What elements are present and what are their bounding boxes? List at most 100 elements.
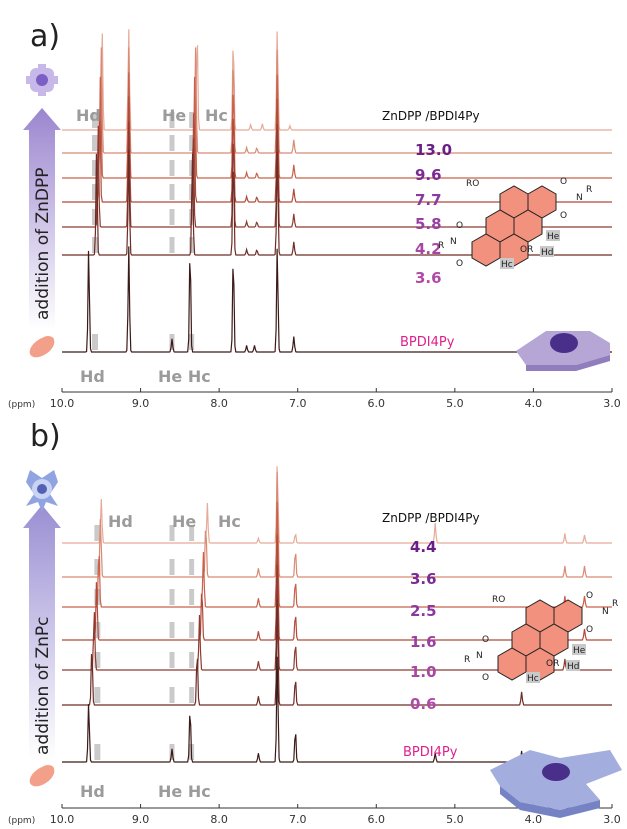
spectrum-trace — [62, 72, 612, 179]
ratio-label: 4.2 — [415, 240, 442, 258]
peak-highlight — [94, 525, 101, 541]
ratio-label: 4.4 — [410, 538, 437, 556]
x-tick-label: 10.0 — [50, 397, 75, 410]
peak-highlight — [92, 112, 98, 128]
x-tick-label: 3.0 — [603, 813, 621, 826]
peak-highlight — [94, 559, 101, 575]
bpdi4py-structure-a: RO O N R O R N O O OR He Hd Hc — [438, 177, 592, 270]
bpdi4py-structure-b: RO O N R O R N O O OR He Hd Hc — [464, 591, 618, 684]
peak-highlight — [92, 184, 98, 200]
x-tick-label: 6.0 — [368, 813, 386, 826]
svg-text:He: He — [547, 232, 560, 242]
spectrum-trace — [62, 47, 612, 154]
ratio-label: 0.6 — [410, 695, 437, 713]
hc-label-top-b: Hc — [218, 512, 241, 531]
svg-text:R: R — [612, 599, 618, 609]
svg-text:RO: RO — [492, 595, 505, 605]
peak-highlight — [189, 135, 195, 151]
x-tick-label: 10.0 — [50, 813, 75, 826]
ratio-label: 3.6 — [410, 570, 437, 588]
x-tick-label: 9.0 — [132, 813, 150, 826]
svg-text:Hc: Hc — [501, 260, 513, 270]
peak-highlight — [169, 112, 175, 128]
arrow-a-text: addition of ZnDPP — [33, 168, 53, 321]
svg-text:R: R — [586, 185, 592, 195]
peak-highlight — [189, 112, 195, 128]
compound-label: BPDI4Py — [400, 335, 455, 350]
svg-text:O: O — [586, 591, 593, 601]
ratio-label: 1.0 — [410, 663, 437, 681]
ratio-labels-b: 4.4 3.6 2.5 1.6 1.0 0.6 BPDI4Py — [403, 538, 458, 760]
spectrum-trace — [62, 466, 612, 544]
svg-text:Hd: Hd — [567, 662, 579, 672]
svg-text:OR: OR — [546, 659, 559, 669]
peak-highlight — [94, 652, 101, 668]
peak-highlight — [169, 652, 175, 668]
hehc-label-bottom-b: He Hc — [158, 782, 211, 801]
header-b: ZnDPP /BPDI4Py — [382, 511, 480, 525]
svg-text:RO: RO — [466, 179, 479, 189]
peak-highlight — [92, 135, 98, 151]
svg-text:N: N — [450, 237, 457, 247]
pdi-icon-bottom-a — [29, 336, 55, 358]
peak-highlight — [169, 525, 175, 541]
x-axis-unit-label: (ppm) — [8, 816, 35, 826]
spectrum-trace — [62, 501, 612, 608]
peak-highlight — [189, 589, 195, 605]
peak-highlight — [189, 652, 195, 668]
compound-label: BPDI4Py — [403, 745, 458, 760]
peak-highlight — [169, 209, 175, 225]
spectrum-trace — [62, 29, 612, 131]
svg-text:R: R — [464, 655, 470, 665]
porphyrin-icon-top-a — [26, 64, 58, 96]
x-tick-label: 5.0 — [446, 397, 464, 410]
x-tick-label: 6.0 — [368, 397, 386, 410]
x-tick-label: 7.0 — [289, 397, 307, 410]
svg-text:O: O — [482, 673, 489, 683]
hd-label-bottom-a: Hd — [80, 367, 105, 386]
svg-text:O: O — [456, 259, 463, 269]
peak-highlight — [92, 334, 98, 350]
he-label-top-b: He — [172, 512, 196, 531]
peak-highlight — [189, 622, 195, 638]
peak-highlight — [94, 687, 101, 703]
arrow-a — [23, 108, 61, 330]
peak-highlight — [189, 237, 195, 253]
peak-highlight — [169, 687, 175, 703]
header-a: ZnDPP /BPDI4Py — [382, 109, 480, 123]
svg-text:N: N — [602, 607, 609, 617]
he-label-top-a: He — [162, 106, 186, 125]
complex-icon-a — [516, 331, 610, 371]
peak-highlight — [92, 160, 98, 176]
complex-icon-b — [490, 750, 622, 818]
spectra-panel-a — [62, 29, 612, 353]
x-axis-a: 10.0 9.0 8.0 7.0 6.0 5.0 4.0 3.0 (ppm) — [8, 388, 621, 410]
spectrum-trace — [62, 246, 612, 353]
svg-text:He: He — [573, 646, 586, 656]
x-tick-label: 8.0 — [210, 397, 228, 410]
peak-highlight — [169, 622, 175, 638]
peak-highlight — [169, 589, 175, 605]
svg-text:O: O — [482, 635, 489, 645]
peak-highlight — [169, 135, 175, 151]
svg-text:N: N — [576, 193, 583, 203]
hc-label-top-a: Hc — [205, 106, 228, 125]
hehc-label-bottom-a: He Hc — [158, 367, 211, 386]
spectrum-trace — [62, 599, 612, 706]
x-tick-label: 5.0 — [446, 813, 464, 826]
spectrum-trace — [62, 471, 612, 578]
svg-text:O: O — [560, 177, 567, 187]
peak-highlight — [169, 160, 175, 176]
svg-text:N: N — [476, 651, 483, 661]
hd-label-bottom-b: Hd — [80, 782, 105, 801]
ratio-labels-a: 13.0 9.6 7.7 5.8 4.2 3.6 BPDI4Py — [400, 141, 455, 350]
pdi-icon-bottom-b — [29, 765, 55, 787]
ratio-label: 13.0 — [415, 141, 452, 159]
spectrum-trace — [62, 96, 612, 203]
peak-highlight — [94, 622, 101, 638]
x-tick-label: 9.0 — [132, 397, 150, 410]
ratio-label: 7.7 — [415, 191, 442, 209]
peak-highlight — [189, 687, 195, 703]
peak-highlight — [169, 237, 175, 253]
